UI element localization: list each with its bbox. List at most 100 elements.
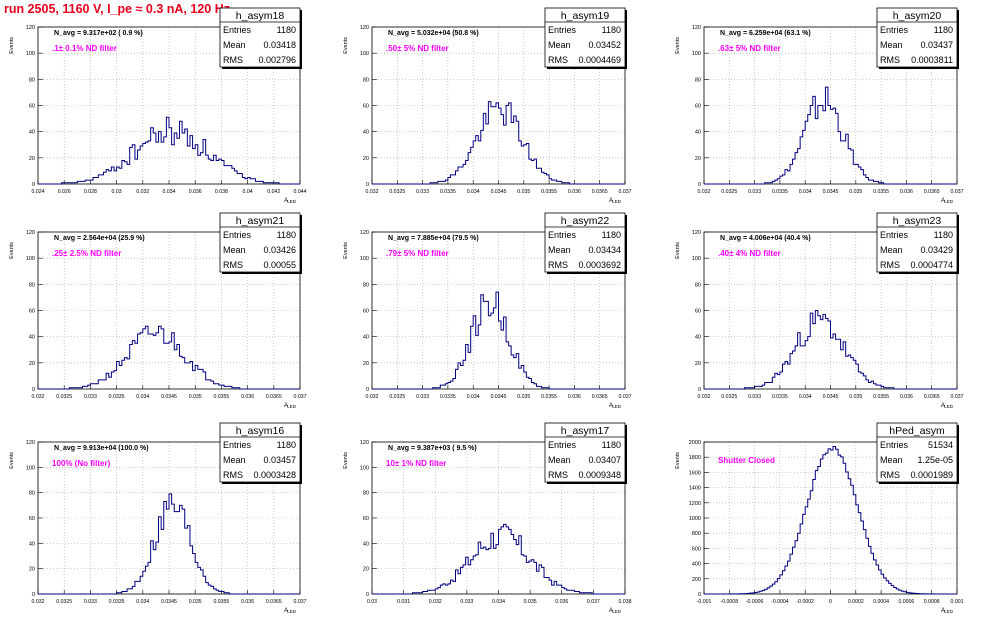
stats-value-rms: 0.0003692 <box>578 260 621 270</box>
y-tick-label: 80 <box>695 77 701 83</box>
x-tick-label: 0.024 <box>32 189 45 195</box>
stats-box <box>544 422 626 483</box>
x-tick-label: 0.0325 <box>389 189 405 195</box>
stats-value-mean: 0.03434 <box>588 245 621 255</box>
x-tick-label: 0.034 <box>163 189 176 195</box>
x-axis-label-sub: LED <box>944 609 954 614</box>
histogram-panel-hPed_asym: -0.001 -0.0008 -0.0006 -0.0004 -0.0002 0 0.000… <box>675 422 964 614</box>
y-tick-label: 80 <box>363 77 369 83</box>
navg-label: N_avg = 2.564e+04 (25.9 %) <box>54 235 145 242</box>
stats-label-rms: RMS <box>880 260 900 270</box>
stats-label-entries: Entries <box>548 440 577 450</box>
x-tick-label: 0.033 <box>84 599 97 605</box>
stats-box <box>876 7 958 68</box>
stats-value-mean: 0.03426 <box>263 245 296 255</box>
x-tick-label: 0.032 <box>32 599 45 605</box>
x-tick-label: 0.036 <box>900 394 913 400</box>
stats-value-mean: 0.03418 <box>263 40 296 50</box>
filter-label: .79± 5% ND filter <box>386 249 449 258</box>
x-tick-label: 0.0365 <box>266 394 282 400</box>
y-tick-label: 400 <box>692 562 701 568</box>
y-tick-label: 100 <box>26 51 35 57</box>
x-axis-label: A <box>941 403 945 409</box>
histogram-series <box>372 291 625 390</box>
navg-label: N_avg = 6.259e+04 (63.1 %) <box>720 30 811 37</box>
x-tick-label: 0.0345 <box>491 394 507 400</box>
x-tick-label: 0.034 <box>136 394 149 400</box>
stats-label-rms: RMS <box>880 55 900 65</box>
x-tick-label: 0.0345 <box>823 394 839 400</box>
stats-label-rms: RMS <box>548 470 568 480</box>
stats-value-entries: 1180 <box>277 25 296 35</box>
x-tick-label: 0.0335 <box>109 599 125 605</box>
histogram-panel-h_asym20: 0.032 0.0325 0.033 0.0335 0.034 0.0345 0.035 0.… <box>675 7 964 204</box>
stats-value-rms: 0.0003811 <box>911 55 953 65</box>
x-tick-label: 0.0335 <box>772 394 788 400</box>
navg-label: N_avg = 7.885e+04 (79.5 %) <box>388 235 479 242</box>
x-tick-label: 0.042 <box>267 189 280 195</box>
stats-label-mean: Mean <box>548 455 571 465</box>
x-tick-label: 0.032 <box>366 189 379 195</box>
x-tick-label: 0.0365 <box>266 599 282 605</box>
x-tick-label: 0.035 <box>517 189 530 195</box>
y-tick-label: 600 <box>692 546 701 552</box>
stats-label-rms: RMS <box>223 470 243 480</box>
y-tick-label: 0 <box>366 182 369 188</box>
stats-label-entries: Entries <box>223 25 252 35</box>
y-tick-label: 60 <box>363 516 369 522</box>
navg-label: N_avg = 5.032e+04 (50.8 %) <box>388 30 479 37</box>
y-tick-label: 20 <box>363 156 369 162</box>
x-tick-label: 0.036 <box>241 599 254 605</box>
y-tick-label: 80 <box>363 282 369 288</box>
stats-value-entries: 1180 <box>277 440 296 450</box>
stats-box <box>876 422 958 483</box>
y-tick-label: 40 <box>29 130 35 136</box>
stats-label-entries: Entries <box>223 230 252 240</box>
x-tick-label: 0.03 <box>367 599 377 605</box>
y-axis-label: Events <box>9 452 15 469</box>
y-tick-label: 0 <box>366 387 369 393</box>
x-tick-label: 0.033 <box>416 394 429 400</box>
histogram-name: h_asym20 <box>893 10 942 22</box>
x-tick-label: 0.0355 <box>541 394 557 400</box>
stats-value-mean: 0.03407 <box>588 455 621 465</box>
x-tick-label: 0.001 <box>951 599 964 605</box>
x-axis-label-sub: LED <box>287 199 297 204</box>
stats-label-entries: Entries <box>223 440 252 450</box>
y-tick-label: 100 <box>692 51 701 57</box>
x-tick-label: 0.034 <box>467 394 480 400</box>
x-tick-label: 0.035 <box>524 599 537 605</box>
stats-label-mean: Mean <box>880 40 903 50</box>
x-tick-label: 0.032 <box>32 394 45 400</box>
stats-value-entries: 1180 <box>934 230 953 240</box>
y-tick-label: 40 <box>363 130 369 136</box>
x-tick-label: 0.044 <box>294 189 307 195</box>
stats-label-rms: RMS <box>548 55 568 65</box>
x-tick-label: 0.0345 <box>161 394 177 400</box>
x-tick-label: 0.037 <box>619 394 632 400</box>
x-tick-label: 0.0335 <box>772 189 788 195</box>
histogram-name: h_asym22 <box>561 215 610 227</box>
x-tick-label: 0.028 <box>84 189 97 195</box>
filter-label: .40± 4% ND filter <box>718 249 781 258</box>
y-tick-label: 60 <box>363 309 369 315</box>
y-tick-label: 80 <box>695 282 701 288</box>
stats-box <box>219 7 301 68</box>
x-tick-label: 0.035 <box>517 394 530 400</box>
y-tick-label: 120 <box>692 230 701 236</box>
y-axis-label: Events <box>675 242 681 259</box>
y-tick-label: 0 <box>698 592 701 598</box>
x-tick-label: 0.032 <box>429 599 442 605</box>
x-tick-label: 0.032 <box>366 394 379 400</box>
stats-label-rms: RMS <box>880 470 900 480</box>
x-tick-label: -0.001 <box>697 599 712 605</box>
y-tick-label: 20 <box>29 156 35 162</box>
x-tick-label: 0.036 <box>900 189 913 195</box>
histogram-name: h_asym19 <box>561 10 610 22</box>
x-tick-label: 0.035 <box>189 599 202 605</box>
stats-box <box>219 422 301 483</box>
x-tick-label: 0.032 <box>698 189 711 195</box>
stats-value-mean: 0.03437 <box>920 40 953 50</box>
y-tick-label: 120 <box>26 440 35 446</box>
y-tick-label: 20 <box>29 361 35 367</box>
